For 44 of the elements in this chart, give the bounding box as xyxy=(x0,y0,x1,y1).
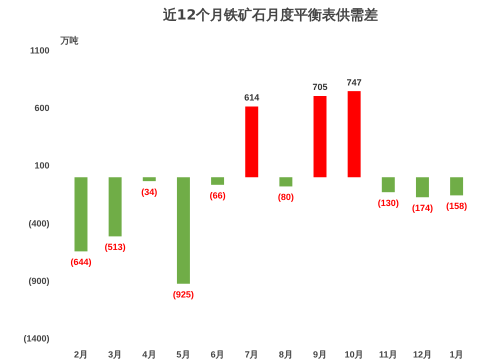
bar xyxy=(211,177,224,185)
x-tick-label: 8月 xyxy=(278,350,293,360)
data-label: (174) xyxy=(412,203,433,214)
data-label: (34) xyxy=(141,186,158,197)
bar xyxy=(142,177,156,182)
bar xyxy=(348,91,361,178)
bar xyxy=(382,177,395,192)
bar xyxy=(245,106,258,178)
data-label: (66) xyxy=(210,190,226,201)
bar xyxy=(279,177,292,186)
y-axis-title: 万吨 xyxy=(60,36,78,46)
bar xyxy=(108,177,122,236)
bar xyxy=(416,177,429,198)
bar xyxy=(450,177,464,196)
y-tick-label: (1400) xyxy=(23,334,50,344)
y-tick-label: (900) xyxy=(28,276,50,286)
y-tick-label: 600 xyxy=(34,103,50,114)
data-label: 705 xyxy=(312,82,328,92)
data-label: (644) xyxy=(70,257,92,268)
bar xyxy=(314,96,326,178)
data-label: (130) xyxy=(378,198,399,208)
x-tick-label: 7月 xyxy=(244,350,259,360)
data-label: (925) xyxy=(172,290,194,300)
bar xyxy=(74,177,88,252)
x-tick-label: 10月 xyxy=(344,350,364,360)
x-tick-label: 12月 xyxy=(412,350,432,360)
chart-title: 近12个月铁矿石月度平衡表供需差 xyxy=(162,6,378,24)
data-label: (158) xyxy=(446,201,468,212)
x-tick-label: 4月 xyxy=(142,350,156,360)
y-tick-label: 100 xyxy=(34,160,50,171)
x-tick-label: 6月 xyxy=(210,350,225,360)
x-tick-label: 9月 xyxy=(313,350,328,360)
data-label: 747 xyxy=(346,77,362,88)
bar xyxy=(176,177,190,284)
data-label: (513) xyxy=(104,242,126,252)
x-tick-label: 5月 xyxy=(176,350,190,360)
x-tick-label: 11月 xyxy=(379,350,398,360)
data-label: 614 xyxy=(244,92,260,103)
x-tick-label: 2月 xyxy=(74,350,88,360)
data-label: (80) xyxy=(278,192,294,202)
x-tick-label: 3月 xyxy=(108,350,122,360)
y-tick-label: (400) xyxy=(28,218,50,228)
y-tick-label: 1100 xyxy=(30,46,50,56)
x-tick-label: 1月 xyxy=(450,350,464,360)
